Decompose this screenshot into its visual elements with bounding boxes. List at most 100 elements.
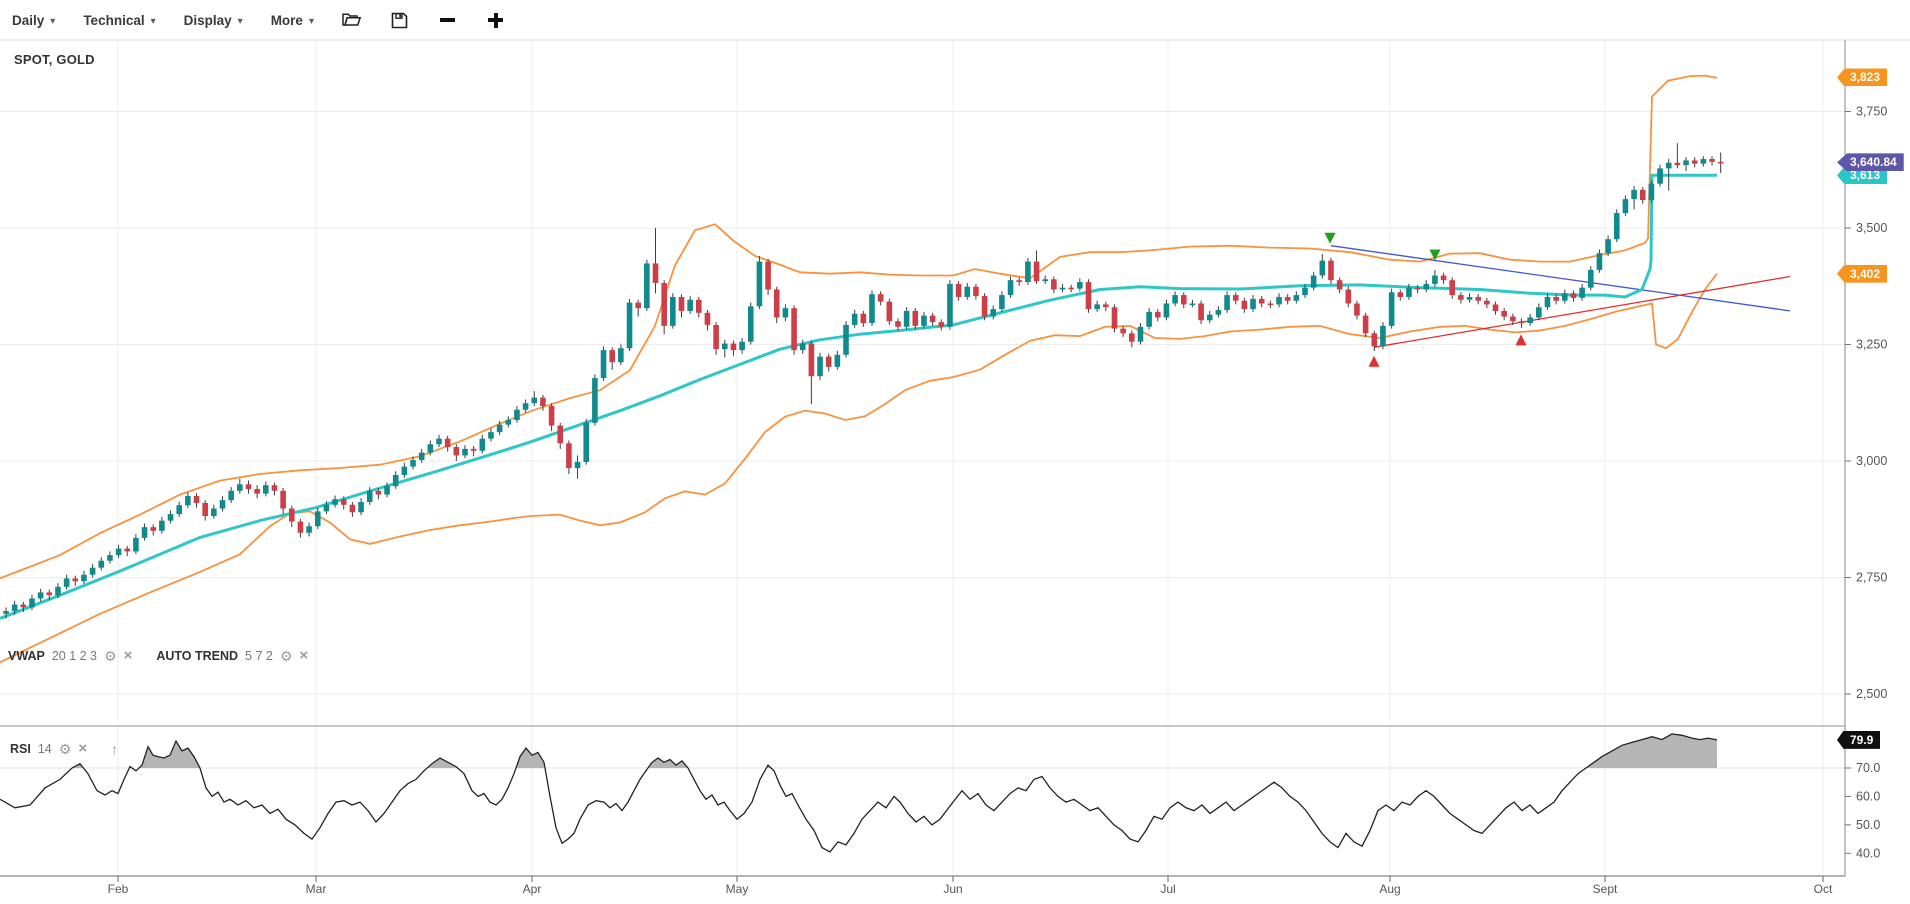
candle-down <box>1354 303 1360 316</box>
remove-indicator-icon[interactable]: × <box>123 647 133 664</box>
open-folder-icon[interactable] <box>342 10 362 30</box>
candle-down <box>288 508 295 522</box>
settings-gear-icon[interactable]: ⚙ <box>104 647 117 664</box>
candle-down <box>349 504 356 513</box>
sell-signal-triangle-icon <box>1429 249 1441 261</box>
axis-tick-label: 70.0 <box>1856 761 1880 775</box>
candle-down <box>557 425 564 444</box>
candle-up <box>1423 283 1430 290</box>
menu-display[interactable]: Display ▾ <box>184 13 243 28</box>
zoom-in-icon[interactable] <box>486 10 506 30</box>
candle-up <box>1432 275 1438 284</box>
candle-up <box>185 495 191 506</box>
candle-up <box>410 460 416 467</box>
candle-down <box>1016 280 1023 283</box>
candle-down <box>150 527 157 531</box>
axis-tick-label: 40.0 <box>1856 846 1880 860</box>
candle-up <box>869 294 875 324</box>
candle-up <box>237 484 243 491</box>
candle-down <box>1345 289 1352 304</box>
candle-up <box>782 308 789 318</box>
remove-indicator-icon[interactable]: × <box>78 740 88 757</box>
x-axis-month-label: Sept <box>1593 882 1618 896</box>
auto-trend-resistance-line <box>1330 245 1791 312</box>
candle-down <box>1180 295 1187 305</box>
candle-up <box>37 592 44 599</box>
time-axis[interactable]: Feb Mar Apr May Jun Jul Aug Sept Oct <box>108 876 1833 896</box>
candle-down <box>730 343 737 351</box>
x-axis-month-label: Oct <box>1814 882 1833 896</box>
candle-down <box>678 296 685 311</box>
candle-up <box>133 537 139 552</box>
candle-down <box>791 308 797 351</box>
toolbar: Daily ▾ Technical ▾ Display ▾ More ▾ <box>0 0 1910 40</box>
candle-down <box>124 548 131 552</box>
candle-down <box>1371 333 1378 347</box>
candle-down <box>1449 280 1456 296</box>
candle-up <box>747 306 754 342</box>
settings-gear-icon[interactable]: ⚙ <box>279 647 293 664</box>
candle-up <box>1189 303 1196 306</box>
candle-up <box>514 409 520 420</box>
candle-down <box>1492 304 1499 311</box>
auto-trend-support-line <box>1373 275 1791 348</box>
candle-up <box>1587 269 1594 288</box>
candle-down <box>929 315 936 323</box>
move-pane-up-icon[interactable]: ↑ <box>111 740 119 757</box>
candle-down <box>1362 315 1369 334</box>
candle-up <box>1302 287 1308 296</box>
candle-down <box>1570 293 1577 298</box>
candle-up <box>1665 162 1672 169</box>
candle-up <box>626 302 633 349</box>
candle-up <box>115 548 122 556</box>
candle-up <box>531 397 538 404</box>
candle-up <box>81 574 87 582</box>
menu-daily[interactable]: Daily ▾ <box>12 13 55 28</box>
settings-gear-icon[interactable]: ⚙ <box>58 740 72 757</box>
sell-signal-triangle-icon <box>1324 232 1336 244</box>
candle-down <box>1553 296 1559 301</box>
rsi-pane <box>0 733 1718 853</box>
candle-up <box>522 403 529 410</box>
candle-down <box>1691 160 1698 164</box>
candle-up <box>479 438 486 451</box>
candle-up <box>1683 160 1689 166</box>
candle-up <box>1025 261 1031 283</box>
candle-down <box>280 490 286 509</box>
candle-down <box>704 312 711 325</box>
candle-up <box>921 315 927 326</box>
candle-up <box>1388 292 1395 326</box>
menu-technical[interactable]: Technical ▾ <box>83 13 155 28</box>
zoom-out-icon[interactable] <box>438 10 458 30</box>
indicator-value-badge: 3,823 <box>1837 68 1888 87</box>
candle-down <box>1475 296 1481 301</box>
axis-tick-label: 3,250 <box>1856 338 1887 352</box>
remove-indicator-icon[interactable]: × <box>299 647 309 664</box>
candle-down <box>1440 275 1447 281</box>
candle-up <box>799 343 806 351</box>
candle-up <box>462 448 468 456</box>
chevron-down-icon: ▾ <box>150 15 156 27</box>
candle-up <box>1172 295 1178 304</box>
candle-down <box>470 448 477 451</box>
save-icon[interactable] <box>390 10 410 30</box>
candle-down <box>46 592 53 596</box>
vwap-line <box>0 173 1717 620</box>
candle-up <box>211 508 217 516</box>
candle-up <box>1648 183 1655 201</box>
upper-band-line <box>0 74 1718 580</box>
axis-tick-label: 3,500 <box>1856 221 1887 235</box>
candle-down <box>540 397 546 407</box>
candle-up <box>1536 307 1542 318</box>
candle-down <box>1674 162 1681 166</box>
menu-more[interactable]: More ▾ <box>271 13 314 28</box>
price-axis[interactable]: 3,750 3,500 3,250 3,000 2,750 2,500 70.0 60.0 50… <box>1845 105 1887 861</box>
candle-up <box>947 283 953 327</box>
candle-up <box>756 261 763 307</box>
chevron-down-icon: ▾ <box>308 15 314 27</box>
buy-signal-triangle-icon <box>1368 355 1380 367</box>
candle-down <box>696 299 702 313</box>
candle-down <box>453 447 460 456</box>
candle-down <box>1510 316 1516 322</box>
